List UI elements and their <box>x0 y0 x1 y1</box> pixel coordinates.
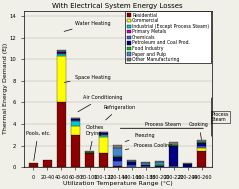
Bar <box>155 162 164 165</box>
Bar <box>127 162 136 165</box>
Bar <box>113 145 122 148</box>
Bar <box>71 119 80 120</box>
Bar <box>127 161 136 162</box>
Text: Space Heating: Space Heating <box>64 75 111 82</box>
Bar <box>71 126 80 135</box>
Bar <box>169 146 178 166</box>
Bar <box>71 121 80 126</box>
Bar <box>29 163 38 167</box>
Text: Process Cooling: Process Cooling <box>125 143 173 149</box>
Bar <box>197 142 206 143</box>
Bar <box>57 56 66 102</box>
Bar <box>99 153 108 167</box>
Bar <box>113 148 122 156</box>
X-axis label: Utilization Temperature Range (°C): Utilization Temperature Range (°C) <box>63 181 173 186</box>
Bar <box>57 102 66 167</box>
Bar <box>169 166 178 167</box>
Bar <box>197 146 206 148</box>
Y-axis label: Thermal Energy Demand (EJ): Thermal Energy Demand (EJ) <box>3 43 8 135</box>
Bar <box>99 134 108 135</box>
Bar <box>141 163 150 165</box>
Legend: Residential, Commercial, Industrial (Except Process Steam), Primary Metals, Chem: Residential, Commercial, Industrial (Exc… <box>125 11 211 64</box>
Bar <box>57 50 66 51</box>
Bar <box>57 53 66 56</box>
Text: Process Steam: Process Steam <box>145 122 180 127</box>
Text: Air Conditioning: Air Conditioning <box>78 95 122 112</box>
Title: With Electrical System Energy Losses: With Electrical System Energy Losses <box>52 3 183 9</box>
Bar <box>71 120 80 121</box>
Bar <box>169 142 178 145</box>
Text: Cooking: Cooking <box>189 122 209 140</box>
Text: Pools, etc.: Pools, etc. <box>26 131 50 161</box>
Bar <box>155 166 164 167</box>
Bar <box>99 132 108 133</box>
Bar <box>99 137 108 153</box>
Bar <box>57 52 66 53</box>
Text: Clothes
Drying: Clothes Drying <box>85 125 104 150</box>
Bar <box>141 165 150 166</box>
Bar <box>71 135 80 167</box>
Bar <box>197 148 206 151</box>
Bar <box>197 140 206 142</box>
Bar <box>141 162 150 163</box>
Bar <box>113 161 122 166</box>
Bar <box>99 135 108 137</box>
Bar <box>43 160 52 167</box>
Text: Freezing: Freezing <box>125 133 155 142</box>
Bar <box>85 151 94 152</box>
Text: Refrigeration: Refrigeration <box>103 105 136 120</box>
Bar <box>183 164 192 167</box>
Bar <box>127 165 136 167</box>
Text: Water Heating: Water Heating <box>64 21 111 31</box>
Bar <box>113 166 122 167</box>
Bar <box>155 161 164 162</box>
Bar <box>141 166 150 167</box>
Bar <box>99 133 108 134</box>
Bar <box>85 153 94 167</box>
Bar <box>85 152 94 153</box>
Bar <box>197 151 206 167</box>
Bar <box>197 143 206 146</box>
Bar <box>71 118 80 119</box>
Bar <box>183 163 192 164</box>
Bar <box>113 156 122 157</box>
Bar <box>127 160 136 161</box>
Bar <box>169 145 178 146</box>
Bar <box>113 157 122 161</box>
Text: Process
Steam: Process Steam <box>212 112 229 122</box>
Bar <box>57 51 66 52</box>
Bar <box>155 165 164 166</box>
